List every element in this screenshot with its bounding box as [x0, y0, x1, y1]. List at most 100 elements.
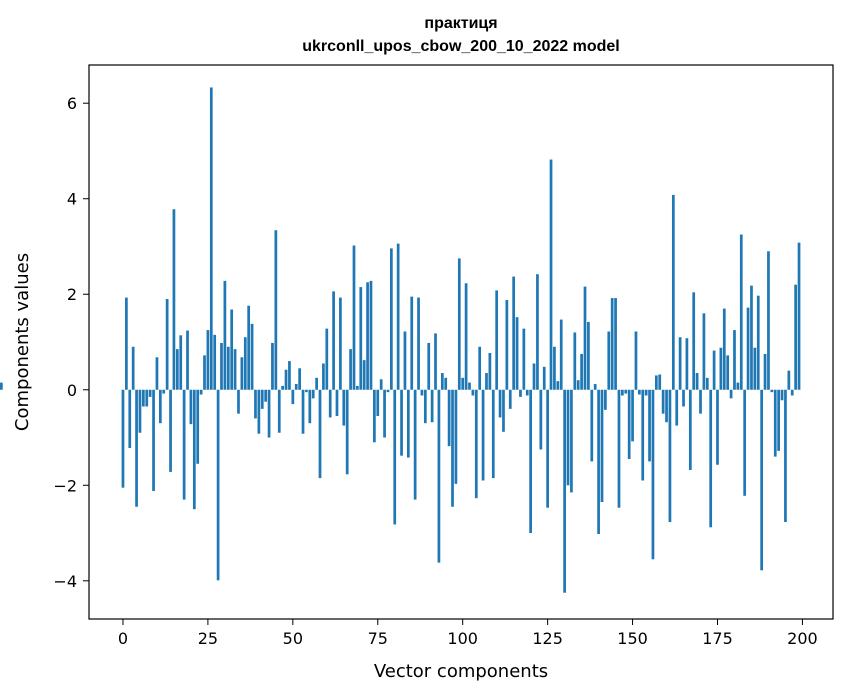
bar-series	[0, 87, 801, 593]
bar	[135, 389, 138, 507]
bar	[155, 357, 159, 390]
bar	[203, 355, 206, 390]
bar	[760, 389, 764, 571]
bar	[719, 347, 723, 390]
bar	[298, 368, 301, 390]
bar	[189, 389, 193, 425]
bar	[322, 363, 325, 390]
bar	[250, 323, 254, 390]
bar	[413, 389, 417, 500]
bar	[678, 337, 682, 390]
bar	[271, 342, 274, 390]
bar	[787, 370, 791, 390]
bar	[186, 330, 189, 390]
bar	[716, 389, 719, 465]
bar	[553, 346, 556, 390]
bar	[131, 346, 135, 390]
bar	[614, 298, 617, 390]
bar	[539, 389, 543, 450]
bar	[209, 87, 213, 390]
bar	[138, 389, 142, 433]
bar	[695, 373, 699, 390]
bar	[661, 389, 665, 414]
bar	[593, 384, 597, 390]
bar	[709, 389, 713, 528]
bar	[0, 382, 3, 390]
bar	[505, 299, 509, 390]
bar	[230, 309, 234, 390]
bar	[750, 285, 753, 390]
bar	[705, 377, 709, 390]
bar	[349, 349, 352, 390]
x-tick-label: 50	[283, 629, 303, 648]
bar	[233, 349, 237, 390]
bar	[175, 349, 179, 390]
bar	[607, 331, 611, 390]
y-tick-label: 0	[67, 381, 77, 400]
bar	[478, 346, 482, 390]
bar	[631, 389, 634, 442]
plot-frame	[88, 64, 834, 620]
bar	[121, 389, 125, 488]
bar	[264, 389, 268, 402]
bar	[583, 286, 587, 390]
bar	[165, 299, 169, 390]
bar	[427, 342, 431, 390]
bar	[627, 389, 631, 460]
bar	[597, 389, 600, 534]
bar	[777, 389, 780, 451]
bar	[447, 389, 451, 447]
bar	[325, 328, 329, 390]
bar	[288, 361, 291, 390]
y-tick-label: 6	[67, 94, 77, 113]
bar	[525, 389, 529, 396]
bar	[390, 248, 393, 390]
bar	[247, 305, 251, 390]
x-tick-label: 0	[118, 629, 128, 648]
bar	[634, 331, 638, 390]
bar	[145, 389, 149, 407]
bar	[767, 251, 770, 390]
bar	[417, 297, 420, 390]
bar	[274, 230, 278, 390]
chart-title: практиця	[424, 15, 497, 32]
bar	[254, 389, 257, 419]
bar	[369, 280, 373, 390]
bar	[356, 385, 359, 390]
bar	[440, 373, 444, 390]
bar	[342, 389, 346, 426]
bar	[736, 382, 740, 390]
bar	[328, 389, 332, 418]
bar	[257, 389, 261, 434]
bar	[393, 389, 397, 525]
bar	[600, 389, 604, 502]
bar	[237, 389, 240, 414]
bar	[444, 377, 448, 390]
bar	[182, 389, 186, 500]
bar	[335, 389, 339, 417]
bar	[671, 194, 675, 390]
bar	[797, 242, 801, 390]
bar	[665, 389, 668, 423]
bar	[536, 274, 539, 390]
bar	[376, 389, 380, 417]
bar	[213, 334, 217, 390]
bar	[563, 389, 566, 593]
bar	[179, 335, 183, 390]
bar	[172, 209, 176, 390]
bar	[199, 389, 203, 395]
bar	[332, 291, 335, 390]
bar	[722, 308, 726, 390]
bar	[220, 342, 223, 390]
bar	[508, 389, 512, 409]
bar	[383, 389, 386, 438]
y-axis-ticks: −4 −2 0 2 4 6	[53, 94, 89, 591]
bar	[240, 357, 244, 390]
bar	[267, 389, 271, 438]
bar	[512, 276, 516, 390]
bar	[451, 389, 454, 507]
bar	[223, 280, 227, 390]
bar	[624, 389, 628, 394]
x-axis-label: Vector components	[374, 661, 548, 682]
